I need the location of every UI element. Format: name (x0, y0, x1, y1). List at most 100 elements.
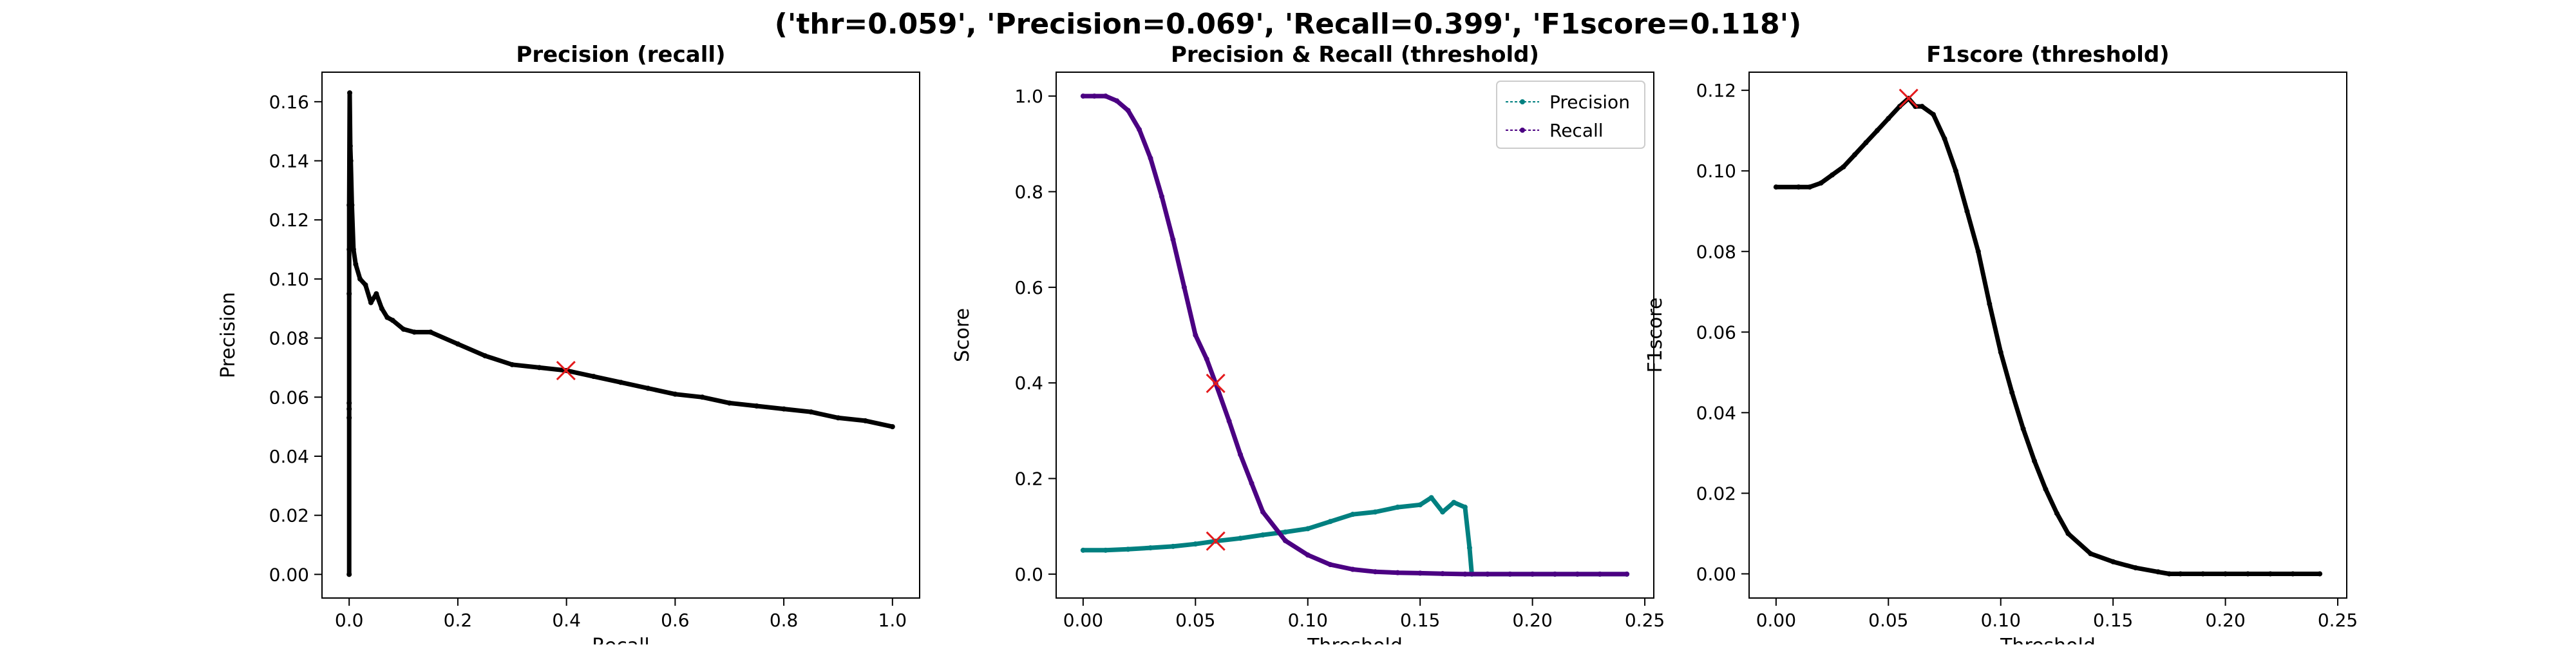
series-point (2088, 551, 2094, 557)
series-line (1774, 96, 2322, 576)
x-tick-label: 0.6 (661, 610, 690, 631)
x-tick-label: 0.20 (1512, 610, 1552, 631)
series-point (1975, 249, 1981, 255)
y-tick-label: 0.06 (1696, 322, 1736, 343)
series-point (2155, 569, 2161, 575)
series-point (1818, 180, 1824, 186)
recall-point (1440, 571, 1446, 577)
series-point (1841, 164, 1846, 169)
series-point (699, 394, 705, 400)
recall-point (1552, 571, 1558, 577)
x-tick-label: 0.2 (444, 610, 473, 631)
plot-frame (321, 72, 920, 599)
series-point (2054, 510, 2060, 516)
series-point (357, 276, 363, 282)
recall-point (1462, 571, 1468, 577)
series-point (379, 305, 384, 311)
y-tick-label: 0.08 (269, 328, 309, 349)
y-axis-label: Score (951, 308, 974, 362)
series-point (2020, 426, 2026, 432)
series-point (346, 406, 352, 412)
series-point (1919, 104, 1925, 110)
series-line (346, 90, 895, 577)
x-tick-label: 0.15 (1400, 610, 1440, 631)
series-point (1863, 140, 1869, 146)
series-point (412, 329, 417, 335)
legend-swatch-point (1520, 128, 1525, 133)
series-point (482, 353, 488, 359)
y-tick-label: 0.4 (1014, 372, 1043, 394)
x-tick-label: 0.25 (2318, 610, 2358, 631)
precision-point (1238, 536, 1244, 541)
series-point (1874, 128, 1880, 133)
series-point (1773, 184, 1779, 190)
x-tick-label: 0.4 (552, 610, 581, 631)
recall-point (1193, 333, 1198, 338)
panel-precision-recall: Precision (recall) 0.0 0.2 0.4 0.6 0.8 1.0 0.00… (217, 42, 920, 647)
figure-suptitle: ('thr=0.059', 'Precision=0.069', 'Recall… (775, 8, 1801, 41)
precision-point (1080, 547, 1086, 553)
x-axis-label: Threshold (2000, 635, 2096, 644)
series-point (1953, 168, 1958, 174)
series-point (346, 400, 352, 406)
y-axis-label: F1score (1644, 298, 1667, 373)
series-point (2032, 458, 2038, 464)
recall-point (1305, 552, 1311, 558)
series-point (1830, 172, 1835, 178)
marker-stroke (1206, 373, 1226, 393)
recall-point (1575, 571, 1580, 577)
recall-point (1114, 98, 1120, 104)
series-point (2268, 571, 2273, 577)
recall-point (1484, 571, 1490, 577)
series-point (346, 247, 352, 253)
precision-point (1451, 499, 1457, 505)
y-tick-label: 0.06 (269, 387, 309, 408)
series-point (509, 362, 515, 367)
precision-point (1103, 547, 1108, 553)
series-point (753, 403, 759, 409)
recall-point (1226, 418, 1232, 424)
x-axis-label: Threshold (1307, 635, 1403, 644)
precision-point (1260, 532, 1265, 538)
precision-point (1193, 541, 1198, 547)
marker-stroke (556, 360, 576, 381)
recall-point (1327, 562, 1333, 568)
x-tick-label: 0.8 (770, 610, 799, 631)
series-point (2317, 571, 2323, 577)
marker-stroke (1206, 531, 1226, 551)
series-point (591, 374, 596, 380)
recall-point (1181, 284, 1187, 290)
series-point (2009, 390, 2015, 396)
chart-title: F1score (threshold) (1926, 42, 2169, 68)
y-tick-label: 0.00 (1696, 563, 1736, 584)
series-point (455, 341, 460, 347)
series-point (781, 406, 787, 412)
recall-point (1238, 452, 1244, 458)
series-point (808, 409, 814, 415)
y-tick-label: 0.14 (269, 151, 309, 172)
y-tick-label: 0.04 (269, 446, 309, 467)
series-point (350, 247, 356, 253)
series-point (2110, 559, 2116, 565)
series-point (2065, 530, 2071, 536)
y-tick-label: 0.12 (1696, 80, 1736, 101)
selected-threshold-marker (1206, 373, 1226, 393)
x-tick-label: 0.00 (1063, 610, 1103, 631)
precision-point (1395, 505, 1401, 510)
x-tick-label: 0.15 (2093, 610, 2133, 631)
series-point (349, 202, 355, 208)
precision-point (1350, 512, 1356, 517)
recall-point (1417, 570, 1423, 576)
plot-frame (1056, 72, 1654, 599)
panel-f1score-threshold: F1score (threshold) 0.00 0.05 0.10 0.15 0.20 0… (1644, 42, 2358, 647)
series-point (2177, 571, 2183, 577)
y-tick-label: 0.10 (1696, 160, 1736, 182)
legend-swatch-point (1520, 99, 1525, 104)
series-point (347, 90, 353, 96)
x-tick-label: 0.0 (335, 610, 364, 631)
legend-label-recall: Recall (1549, 120, 1604, 141)
precision-point (1125, 546, 1131, 552)
series-point (2043, 487, 2049, 492)
recall-point (1125, 108, 1131, 113)
